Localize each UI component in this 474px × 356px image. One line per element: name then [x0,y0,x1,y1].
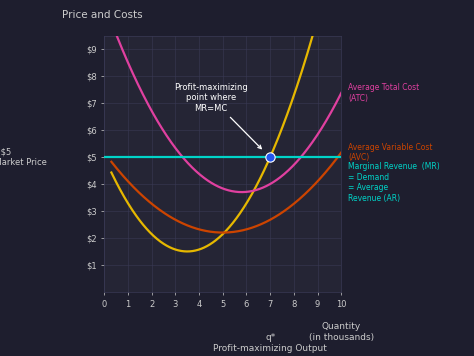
Text: q*: q* [265,333,275,342]
Text: Price and Costs: Price and Costs [62,10,142,20]
Text: Quantity
(in thousands): Quantity (in thousands) [309,323,374,342]
Text: Average Total Cost
(ATC): Average Total Cost (ATC) [348,83,419,103]
Point [266,154,274,160]
Text: Marginal Revenue  (MR)
= Demand
= Average
Revenue (AR): Marginal Revenue (MR) = Demand = Average… [348,162,440,203]
Text: Average Variable Cost
(AVC): Average Variable Cost (AVC) [348,143,433,162]
Text: Profit-maximizing
point where
MR=MC: Profit-maximizing point where MR=MC [174,83,261,149]
Text: P* = $5
Equilibrium Market Price: P* = $5 Equilibrium Market Price [0,147,47,167]
Text: Profit-maximizing Output: Profit-maximizing Output [213,344,327,352]
